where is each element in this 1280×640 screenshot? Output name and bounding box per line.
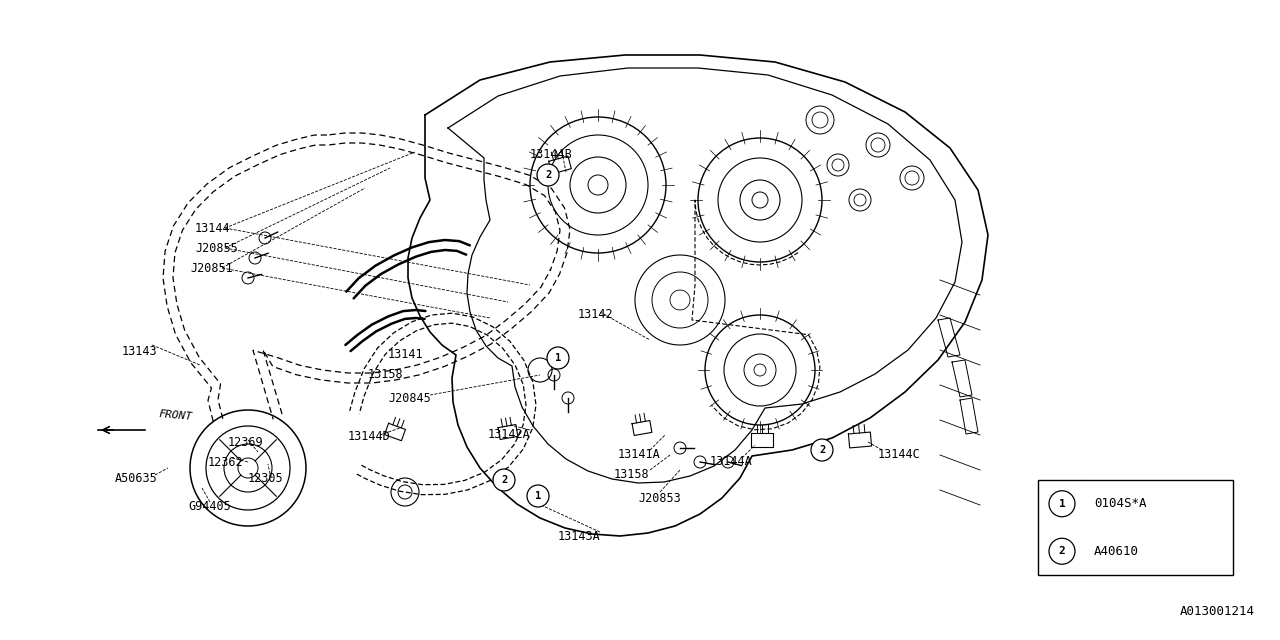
Text: 12369: 12369 <box>228 436 264 449</box>
Text: 13143: 13143 <box>122 345 157 358</box>
Text: 1: 1 <box>1059 499 1065 509</box>
Circle shape <box>812 439 833 461</box>
Text: 12305: 12305 <box>248 472 284 485</box>
Text: FRONT: FRONT <box>157 409 192 422</box>
Text: 2: 2 <box>819 445 826 455</box>
Text: 13142A: 13142A <box>488 428 531 441</box>
Bar <box>1038 480 1233 575</box>
Circle shape <box>754 364 765 376</box>
Text: J20853: J20853 <box>637 492 681 505</box>
Text: 13144D: 13144D <box>348 430 390 443</box>
Text: 2: 2 <box>500 475 507 485</box>
Circle shape <box>547 347 570 369</box>
Text: 13141A: 13141A <box>618 448 660 461</box>
Text: 13158: 13158 <box>369 368 403 381</box>
Text: A50635: A50635 <box>115 472 157 485</box>
Text: 13144: 13144 <box>195 222 230 235</box>
Text: A40610: A40610 <box>1094 545 1139 557</box>
Text: J20855: J20855 <box>195 242 238 255</box>
Circle shape <box>527 485 549 507</box>
Text: 2: 2 <box>1059 547 1065 556</box>
Text: G94405: G94405 <box>188 500 230 513</box>
Text: J20851: J20851 <box>189 262 233 275</box>
Text: 13144B: 13144B <box>530 148 572 161</box>
Circle shape <box>753 192 768 208</box>
Text: 13144C: 13144C <box>878 448 920 461</box>
Circle shape <box>588 175 608 195</box>
Text: 2: 2 <box>545 170 552 180</box>
Text: 1: 1 <box>554 353 561 363</box>
Text: J20845: J20845 <box>388 392 431 405</box>
Circle shape <box>1050 491 1075 516</box>
Text: 13144A: 13144A <box>710 455 753 468</box>
Text: 12362: 12362 <box>207 456 243 469</box>
Circle shape <box>1050 538 1075 564</box>
Circle shape <box>493 469 515 491</box>
Text: 13142: 13142 <box>579 308 613 321</box>
Circle shape <box>538 164 559 186</box>
Text: 1: 1 <box>535 491 541 501</box>
Text: A013001214: A013001214 <box>1180 605 1254 618</box>
Text: 0104S*A: 0104S*A <box>1094 497 1147 510</box>
Text: 13141: 13141 <box>388 348 424 361</box>
Text: 13158: 13158 <box>614 468 650 481</box>
Text: 13143A: 13143A <box>558 530 600 543</box>
